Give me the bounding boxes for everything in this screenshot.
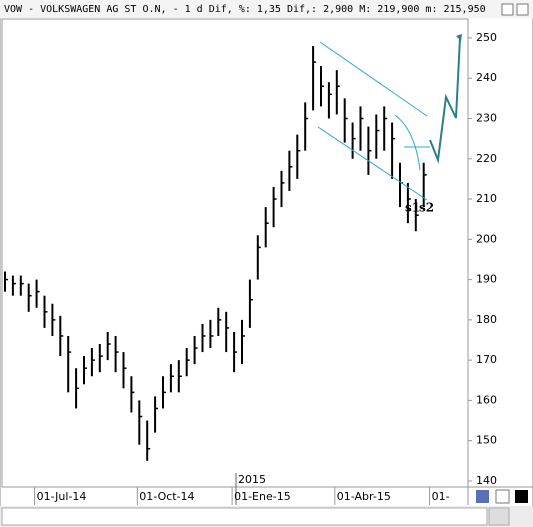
chart-title: VOW - VOLKSWAGEN AG ST O.N, - 1 d Dif, %… bbox=[4, 4, 486, 15]
color-button[interactable] bbox=[515, 490, 528, 503]
menu-button[interactable] bbox=[501, 3, 514, 16]
y-tick-label: 240 bbox=[476, 71, 497, 84]
y-tick-label: 140 bbox=[476, 474, 497, 487]
trend-curve bbox=[394, 114, 421, 171]
save-button[interactable] bbox=[476, 490, 489, 503]
projection bbox=[429, 37, 461, 164]
title-bar bbox=[0, 0, 533, 18]
projection-arrow bbox=[456, 34, 462, 41]
channel bbox=[317, 41, 430, 201]
x-tick-label: 01-Abr-15 bbox=[337, 490, 391, 503]
pin-button[interactable] bbox=[495, 489, 510, 504]
x-tick-label: 01- bbox=[432, 490, 450, 503]
scrollbar[interactable] bbox=[1, 507, 488, 526]
y-tick-label: 200 bbox=[476, 232, 497, 245]
annotation: 2015 bbox=[238, 473, 266, 486]
scroll-thumb[interactable] bbox=[488, 507, 510, 526]
trend-line bbox=[319, 41, 428, 117]
x-tick-label: 01-Jul-14 bbox=[37, 490, 87, 503]
x-tick-label: 01-Ene-15 bbox=[234, 490, 291, 503]
y-tick-label: 150 bbox=[476, 434, 497, 447]
annotation: s1 bbox=[405, 201, 420, 215]
y-tick-label: 160 bbox=[476, 393, 497, 406]
annotation: s2 bbox=[419, 201, 434, 215]
y-tick-label: 170 bbox=[476, 353, 497, 366]
x-tick-label: 01-Oct-14 bbox=[139, 490, 194, 503]
close-button[interactable] bbox=[516, 3, 529, 16]
y-tick-label: 220 bbox=[476, 152, 497, 165]
y-tick-label: 230 bbox=[476, 111, 497, 124]
trend-line bbox=[317, 126, 428, 201]
y-tick-label: 190 bbox=[476, 273, 497, 286]
y-tick-label: 180 bbox=[476, 313, 497, 326]
y-tick-label: 250 bbox=[476, 31, 497, 44]
y-tick-label: 210 bbox=[476, 192, 497, 205]
plot-area bbox=[1, 18, 469, 488]
plot: 140 150 160 170 180 190 200 210 220 230 240 250 bbox=[4, 31, 497, 505]
